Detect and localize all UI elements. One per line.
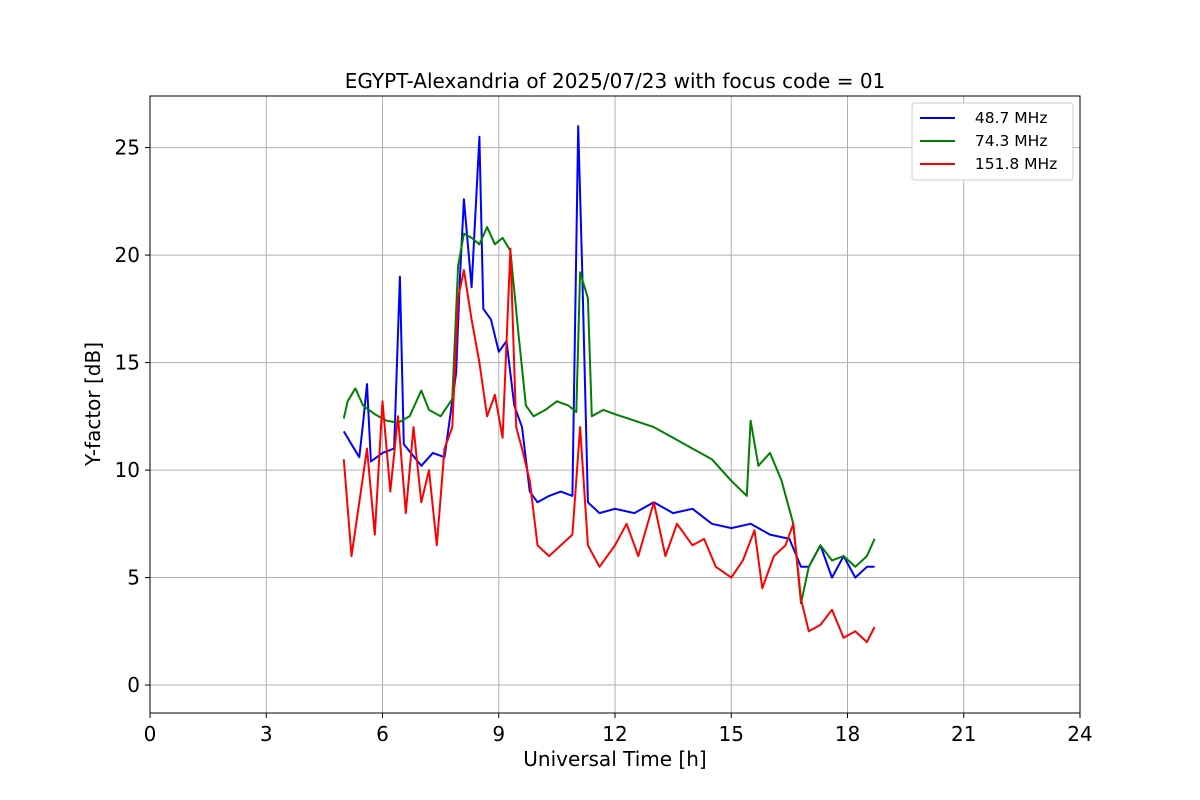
- y-tick-label: 20: [115, 243, 140, 267]
- tick-layer: 0 3 6 9 12 15 18 21 24 0 5 10 15 20 25: [115, 136, 1093, 746]
- legend-label-48-7-mhz: 48.7 MHz: [965, 109, 1047, 127]
- legend: 48.7 MHz 74.3 MHz 151.8 MHz: [911, 102, 1074, 181]
- y-tick-label: 25: [115, 136, 140, 160]
- series-layer: [342, 125, 876, 644]
- x-tick-label: 9: [492, 722, 505, 746]
- y-axis-label: Y-factor [dB]: [81, 342, 105, 467]
- x-tick-label: 18: [835, 722, 860, 746]
- x-tick-label: 3: [260, 722, 273, 746]
- legend-label-151-8-mhz: 151.8 MHz: [965, 155, 1057, 173]
- x-tick-label: 15: [719, 722, 744, 746]
- x-tick-label: 6: [376, 722, 389, 746]
- x-tick-label: 24: [1067, 722, 1092, 746]
- y-tick-label: 0: [127, 673, 140, 697]
- series-line-74-3-mhz: [342, 226, 876, 605]
- series-line-48-7-mhz: [342, 125, 875, 579]
- x-axis-label: Universal Time [h]: [523, 747, 706, 771]
- y-tick-label: 10: [115, 458, 140, 482]
- x-tick-label: 0: [144, 722, 157, 746]
- legend-label-74-3-mhz: 74.3 MHz: [965, 132, 1047, 150]
- series-line-151-8-mhz: [342, 247, 876, 644]
- legend-box: [911, 102, 1074, 181]
- chart-title: EGYPT-Alexandria of 2025/07/23 with focu…: [345, 69, 886, 93]
- y-tick-label: 5: [127, 566, 140, 590]
- x-tick-label: 12: [602, 722, 627, 746]
- y-tick-label: 15: [115, 351, 140, 375]
- x-tick-label: 21: [951, 722, 976, 746]
